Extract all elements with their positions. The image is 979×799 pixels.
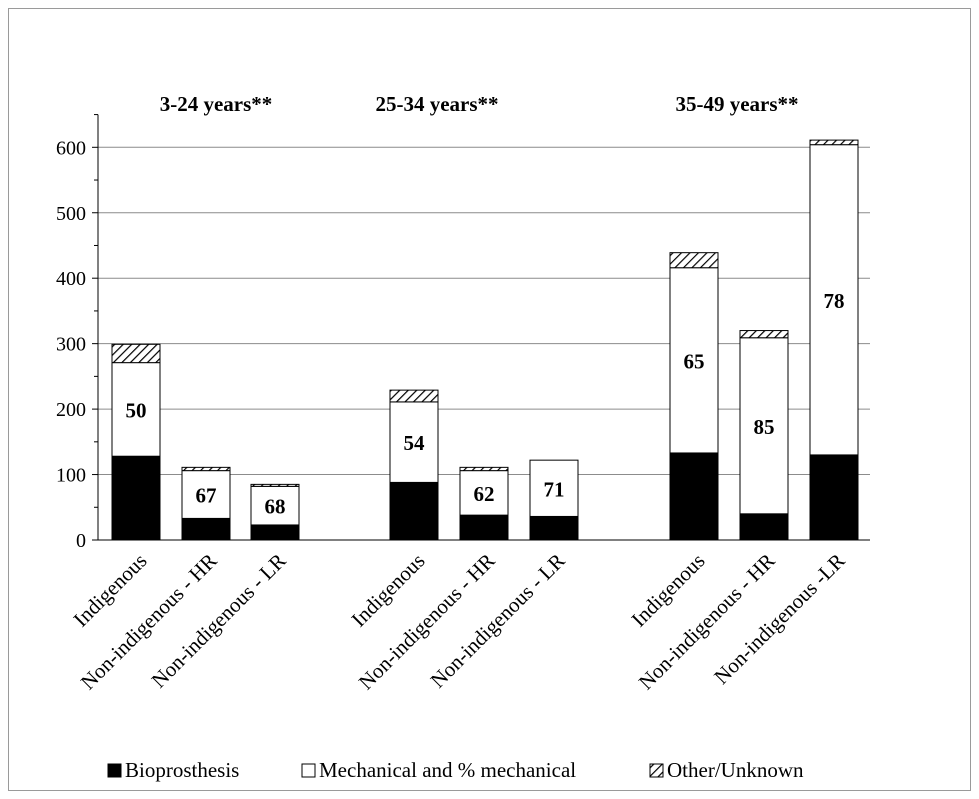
bar-bioprosthesis <box>111 455 161 541</box>
y-tick-label: 600 <box>56 137 86 159</box>
bar-mechanical <box>809 144 859 456</box>
bar-bioprosthesis <box>809 454 859 541</box>
y-tick-label: 100 <box>56 465 86 487</box>
bar-bioprosthesis <box>739 513 789 541</box>
bar-mechanical <box>529 459 579 517</box>
bar-bioprosthesis <box>181 517 231 541</box>
category-label: Non-indigenous - HR <box>634 549 780 695</box>
y-tick-label: 0 <box>76 530 86 552</box>
percent-mechanical-label: 78 <box>824 289 845 313</box>
bars <box>111 139 859 541</box>
legend-label: Bioprosthesis <box>125 758 239 782</box>
bar-other-unknown <box>111 343 161 364</box>
bar-mechanical <box>739 337 789 515</box>
percent-mechanical-label: 65 <box>684 349 705 373</box>
percent-mechanical-label: 50 <box>126 398 147 422</box>
bar-other-unknown <box>459 466 509 472</box>
bar-mechanical <box>389 401 439 483</box>
percent-mechanical-label: 54 <box>404 431 426 455</box>
bar-other-unknown <box>809 139 859 146</box>
percent-mechanical-label: 85 <box>754 415 775 439</box>
bar-other-unknown <box>669 252 719 269</box>
legend: Bioprosthesis Mechanical and % mechanical… <box>107 758 804 782</box>
y-tick-label: 500 <box>56 203 86 225</box>
bar-other-unknown <box>389 389 439 403</box>
bar-mechanical <box>250 485 300 526</box>
category-label: Non-indigenous - LR <box>147 549 291 693</box>
bar-bioprosthesis <box>250 524 300 541</box>
bar-mechanical <box>669 267 719 454</box>
bar-other-unknown <box>739 330 789 339</box>
y-tick-label: 300 <box>56 334 86 356</box>
y-tick-label: 400 <box>56 268 86 290</box>
legend-label: Other/Unknown <box>667 758 804 782</box>
bar-bioprosthesis <box>669 452 719 541</box>
bar-bioprosthesis <box>529 515 579 541</box>
legend-swatch <box>649 763 664 778</box>
bar-other-unknown <box>181 466 231 472</box>
bar-mechanical <box>111 362 161 457</box>
group-title: 25-34 years** <box>375 92 498 116</box>
group-title: 35-49 years** <box>675 92 798 116</box>
bar-bioprosthesis <box>459 514 509 541</box>
group-title: 3-24 years** <box>160 92 273 116</box>
bar-mechanical <box>459 470 509 516</box>
legend-swatch <box>107 763 122 778</box>
category-label: Non-indigenous -LR <box>709 549 849 689</box>
percent-mechanical-label: 62 <box>474 482 495 506</box>
legend-label: Mechanical and % mechanical <box>319 758 576 782</box>
bar-other-unknown <box>250 483 300 487</box>
percent-mechanical-label: 67 <box>196 484 217 508</box>
legend-swatch <box>301 763 316 778</box>
category-label: Non-indigenous - LR <box>426 549 570 693</box>
category-label: Non-indigenous - HR <box>354 549 500 695</box>
percent-mechanical-label: 68 <box>265 495 286 519</box>
y-tick-label: 200 <box>56 399 86 421</box>
bar-bioprosthesis <box>389 481 439 541</box>
percent-mechanical-label: 71 <box>544 477 565 501</box>
